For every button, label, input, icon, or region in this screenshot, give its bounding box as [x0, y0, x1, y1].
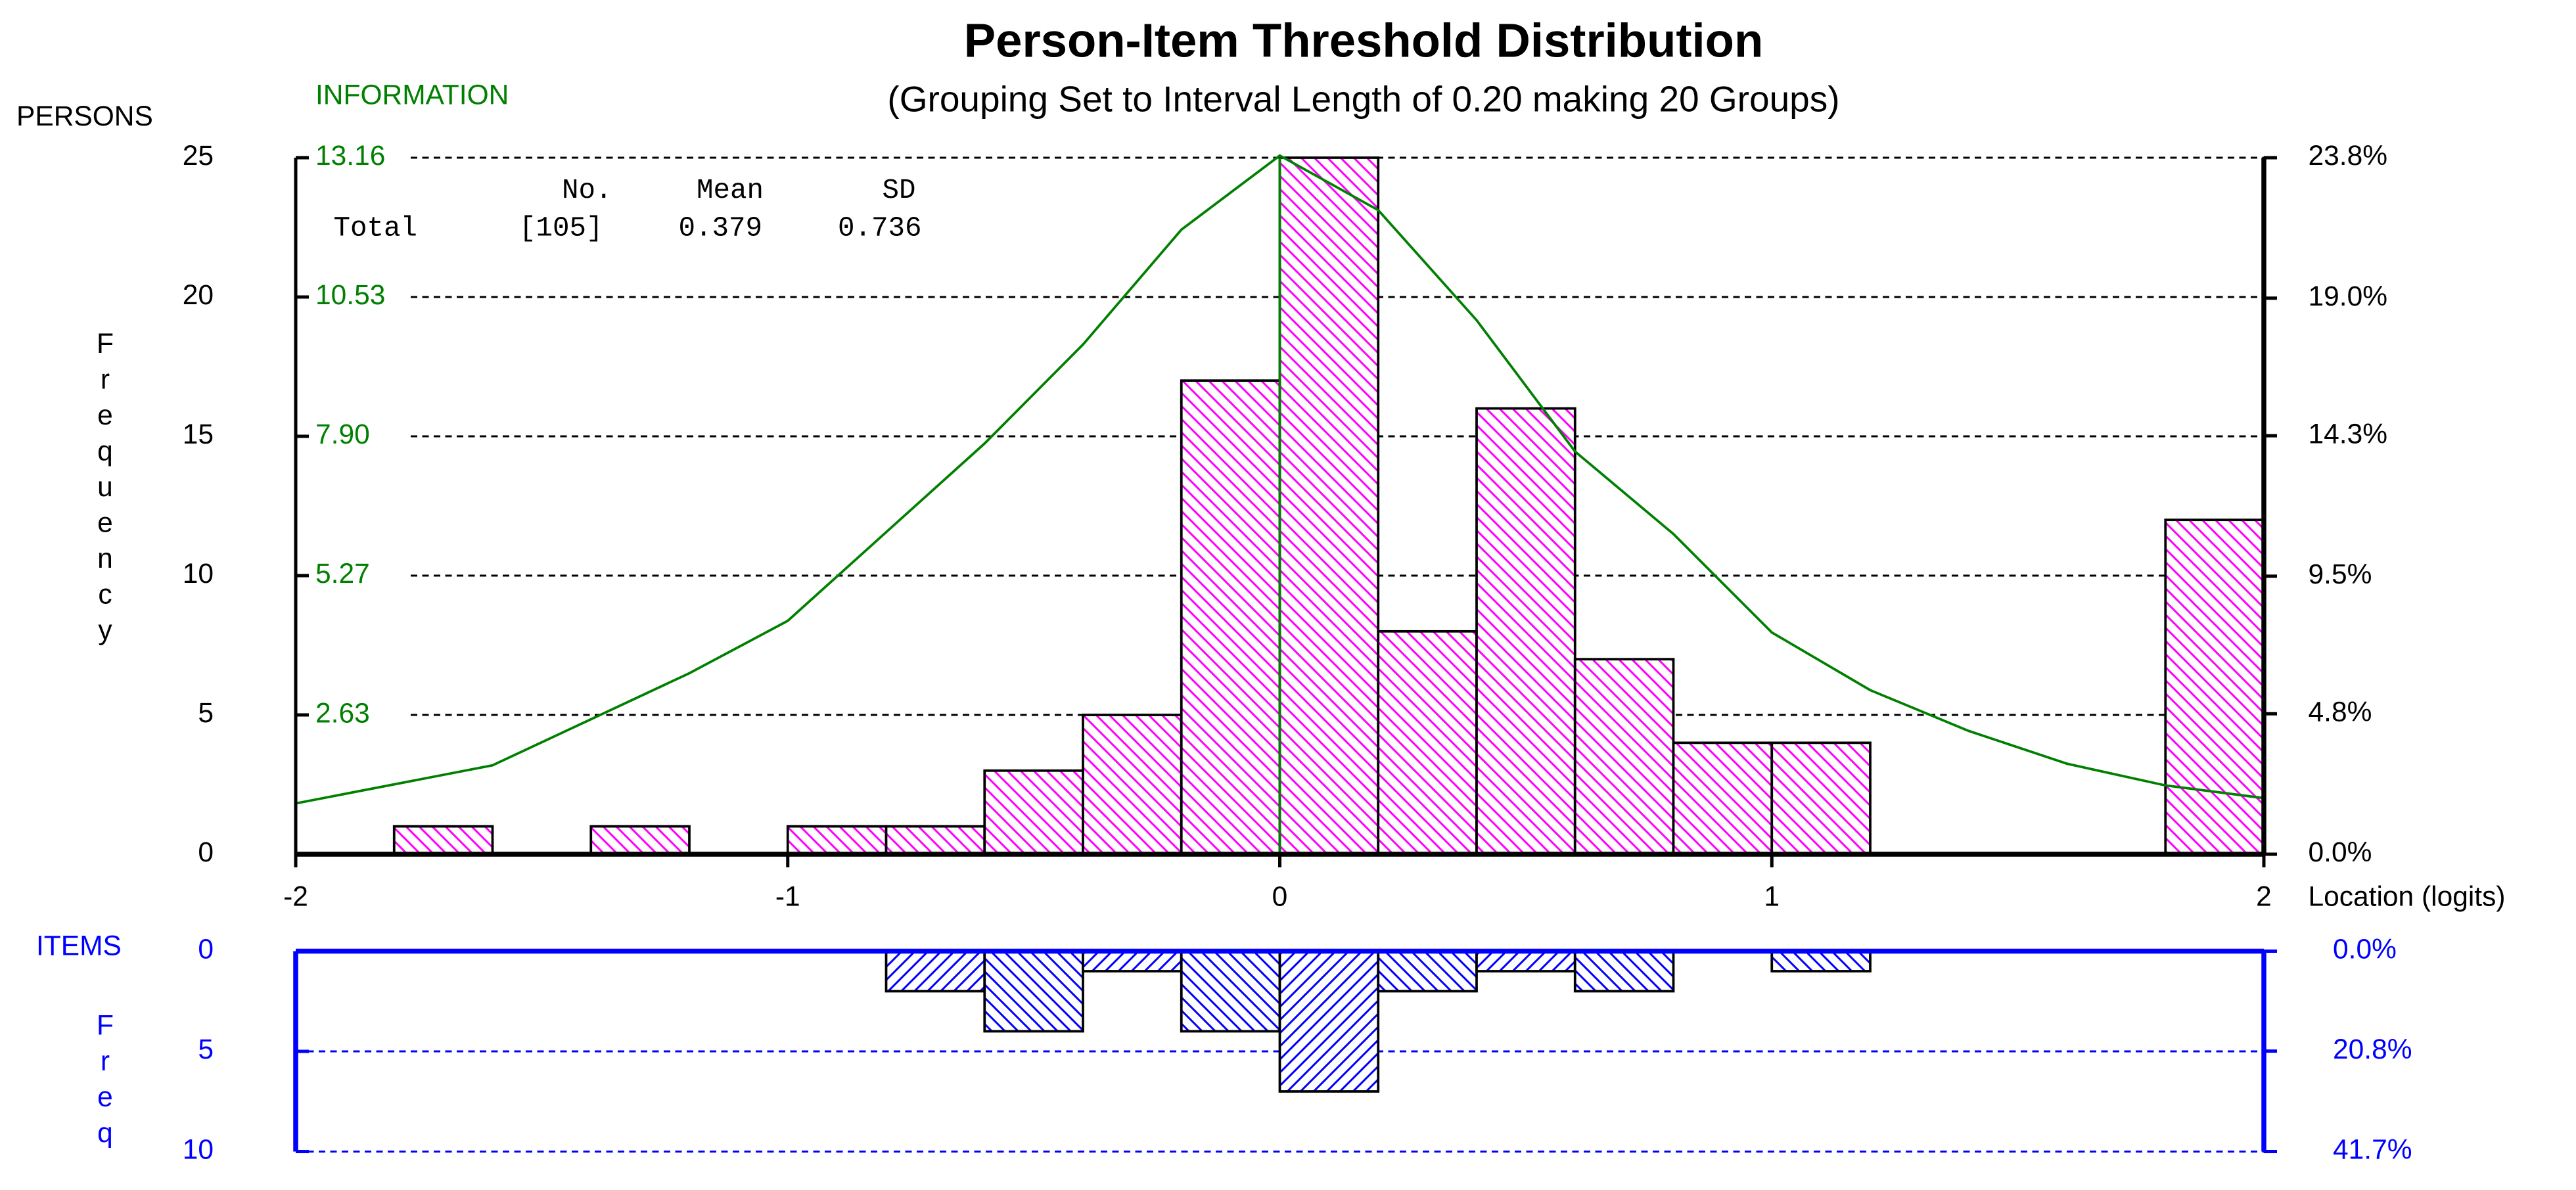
x-tick-label: 2 [2256, 882, 2272, 913]
bar [1278, 156, 1380, 856]
stats-cell: 0.736 [838, 213, 922, 244]
bar [1377, 629, 1478, 856]
bar [885, 950, 986, 993]
bar [1770, 741, 1872, 856]
stats-cell: [105] [519, 213, 603, 244]
x-axis-title: Location (logits) [2309, 882, 2506, 913]
y2-tick-label: 4.8% [2309, 697, 2372, 727]
bar [1573, 658, 1675, 856]
info-tick-label: 13.16 [315, 141, 385, 172]
y-tick-label: 0 [198, 837, 214, 868]
items-label: ITEMS [36, 931, 122, 962]
y-tick-label: 10 [183, 559, 214, 589]
x-tick-label: -1 [775, 882, 800, 913]
x-tick-label: 0 [1272, 882, 1288, 913]
bar [1672, 741, 1774, 856]
y-axis-title: Frequency [90, 329, 121, 651]
stats-cell: Total [334, 213, 418, 244]
chart-subtitle: (Grouping Set to Interval Length of 0.20… [887, 79, 1839, 120]
info-tick-label: 2.63 [315, 698, 370, 729]
y-tick-label: 15 [183, 419, 214, 450]
y-tick-label: 5 [198, 698, 214, 729]
y-tick-label: 0 [198, 934, 214, 965]
chart-title: Person-Item Threshold Distribution [964, 14, 1763, 68]
info-tick-label: 10.53 [315, 280, 385, 311]
y-tick-label: 20 [183, 280, 214, 311]
x-tick-label: 1 [1764, 882, 1780, 913]
bar [983, 950, 1084, 1033]
bar [1770, 950, 1872, 973]
y2-tick-label: 14.3% [2309, 419, 2388, 449]
info-tick-label: 5.27 [315, 559, 370, 589]
bar [983, 769, 1084, 856]
bar [589, 825, 691, 856]
bar [786, 825, 888, 856]
y-tick-label: 25 [183, 141, 214, 172]
bar [2164, 518, 2265, 856]
bar [1475, 950, 1576, 973]
bar [885, 825, 986, 856]
y-tick-label: 10 [183, 1135, 214, 1166]
y2-tick-label: 19.0% [2309, 281, 2388, 312]
y2-tick-label: 20.8% [2333, 1034, 2412, 1065]
y2-tick-label: 23.8% [2309, 141, 2388, 172]
info-label: INFORMATION [315, 80, 509, 111]
y-tick-label: 5 [198, 1034, 214, 1065]
bar [1180, 379, 1281, 856]
bar [1082, 950, 1183, 973]
items-axis-title: Freq [90, 1011, 121, 1154]
stats-cell: 0.379 [679, 213, 763, 244]
x-tick-label: -2 [283, 882, 308, 913]
bar [1278, 950, 1380, 1093]
bar [1082, 714, 1183, 856]
bar [1377, 950, 1478, 993]
bar [1180, 950, 1281, 1033]
stats-header: Mean [697, 175, 764, 206]
y2-tick-label: 41.7% [2333, 1135, 2412, 1166]
y2-tick-label: 0.0% [2333, 934, 2397, 965]
stats-header: SD [883, 175, 916, 206]
y-group-label: PERSONS [16, 101, 153, 132]
bar [1573, 950, 1675, 993]
info-tick-label: 7.90 [315, 419, 370, 450]
bar [1475, 407, 1576, 856]
y2-tick-label: 9.5% [2309, 559, 2372, 590]
y2-tick-label: 0.0% [2309, 837, 2372, 868]
bar [392, 825, 494, 856]
stats-header: No. [562, 175, 612, 206]
info-curve [295, 154, 2265, 805]
